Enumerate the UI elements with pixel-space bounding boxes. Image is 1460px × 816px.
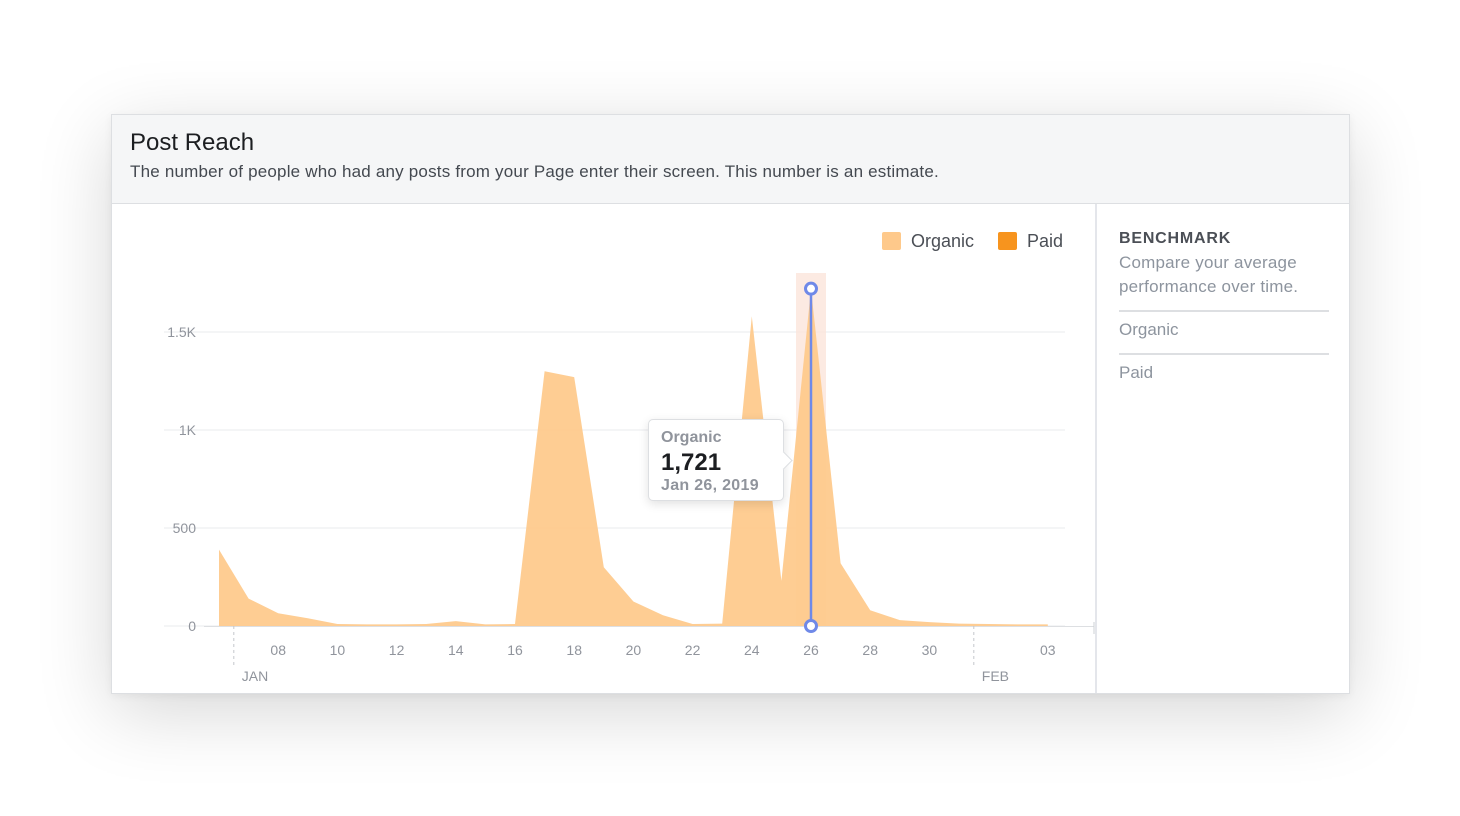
card-description: The number of people who had any posts f…	[130, 162, 939, 181]
x-tick-label: 20	[626, 642, 642, 658]
y-tick-label: 1K	[179, 422, 197, 438]
post-reach-card: Post Reach The number of people who had …	[111, 114, 1350, 694]
x-tick-label: 12	[389, 642, 405, 658]
tooltip-value: 1,721	[661, 449, 722, 476]
x-tick-label: 03	[1040, 642, 1056, 658]
chart-tooltip: Organic 1,721 Jan 26, 2019	[648, 419, 784, 501]
benchmark-panel: BENCHMARK Compare your average performan…	[1095, 204, 1349, 693]
card-header: Post Reach The number of people who had …	[112, 115, 1349, 204]
y-tick-label: 1.5K	[167, 324, 196, 340]
benchmark-description: Compare your average performance over ti…	[1119, 253, 1299, 296]
benchmark-item-paid[interactable]: Paid	[1119, 353, 1329, 383]
month-label: FEB	[982, 668, 1009, 684]
x-tick-label: 24	[744, 642, 760, 658]
month-label: JAN	[242, 668, 268, 684]
x-tick-label: 10	[330, 642, 346, 658]
benchmark-item-organic[interactable]: Organic	[1119, 310, 1329, 340]
y-tick-label: 0	[188, 618, 196, 634]
hover-point-marker	[804, 281, 818, 296]
legend-label-paid[interactable]: Paid	[1027, 231, 1063, 251]
legend-swatch-organic[interactable]	[882, 232, 901, 250]
x-tick-label: 28	[862, 642, 878, 658]
legend-swatch-paid[interactable]	[998, 232, 1017, 250]
x-tick-label: 26	[803, 642, 819, 658]
tooltip-series: Organic	[661, 429, 722, 446]
x-tick-label: 16	[507, 642, 523, 658]
card-title: Post Reach	[130, 129, 255, 156]
hover-base-marker	[804, 619, 818, 633]
benchmark-title: BENCHMARK	[1119, 230, 1232, 247]
x-tick-label: 30	[922, 642, 938, 658]
tooltip-date: Jan 26, 2019	[661, 477, 759, 494]
post-reach-chart[interactable]: 0 500 1K 1.5K 08 10 12 14 16 18 20 22 24 26 28 30 03 JAN F…	[112, 204, 1095, 693]
chart-area: 0 500 1K 1.5K 08 10 12 14 16 18 20 22 24 26 28 30 03 JAN F…	[112, 204, 1095, 693]
legend-label-organic[interactable]: Organic	[911, 231, 974, 251]
x-tick-label: 14	[448, 642, 464, 658]
x-tick-label: 08	[270, 642, 286, 658]
organic-area	[219, 288, 1048, 626]
x-tick-label: 22	[685, 642, 701, 658]
x-tick-label: 18	[566, 642, 582, 658]
y-tick-label: 500	[173, 520, 197, 536]
